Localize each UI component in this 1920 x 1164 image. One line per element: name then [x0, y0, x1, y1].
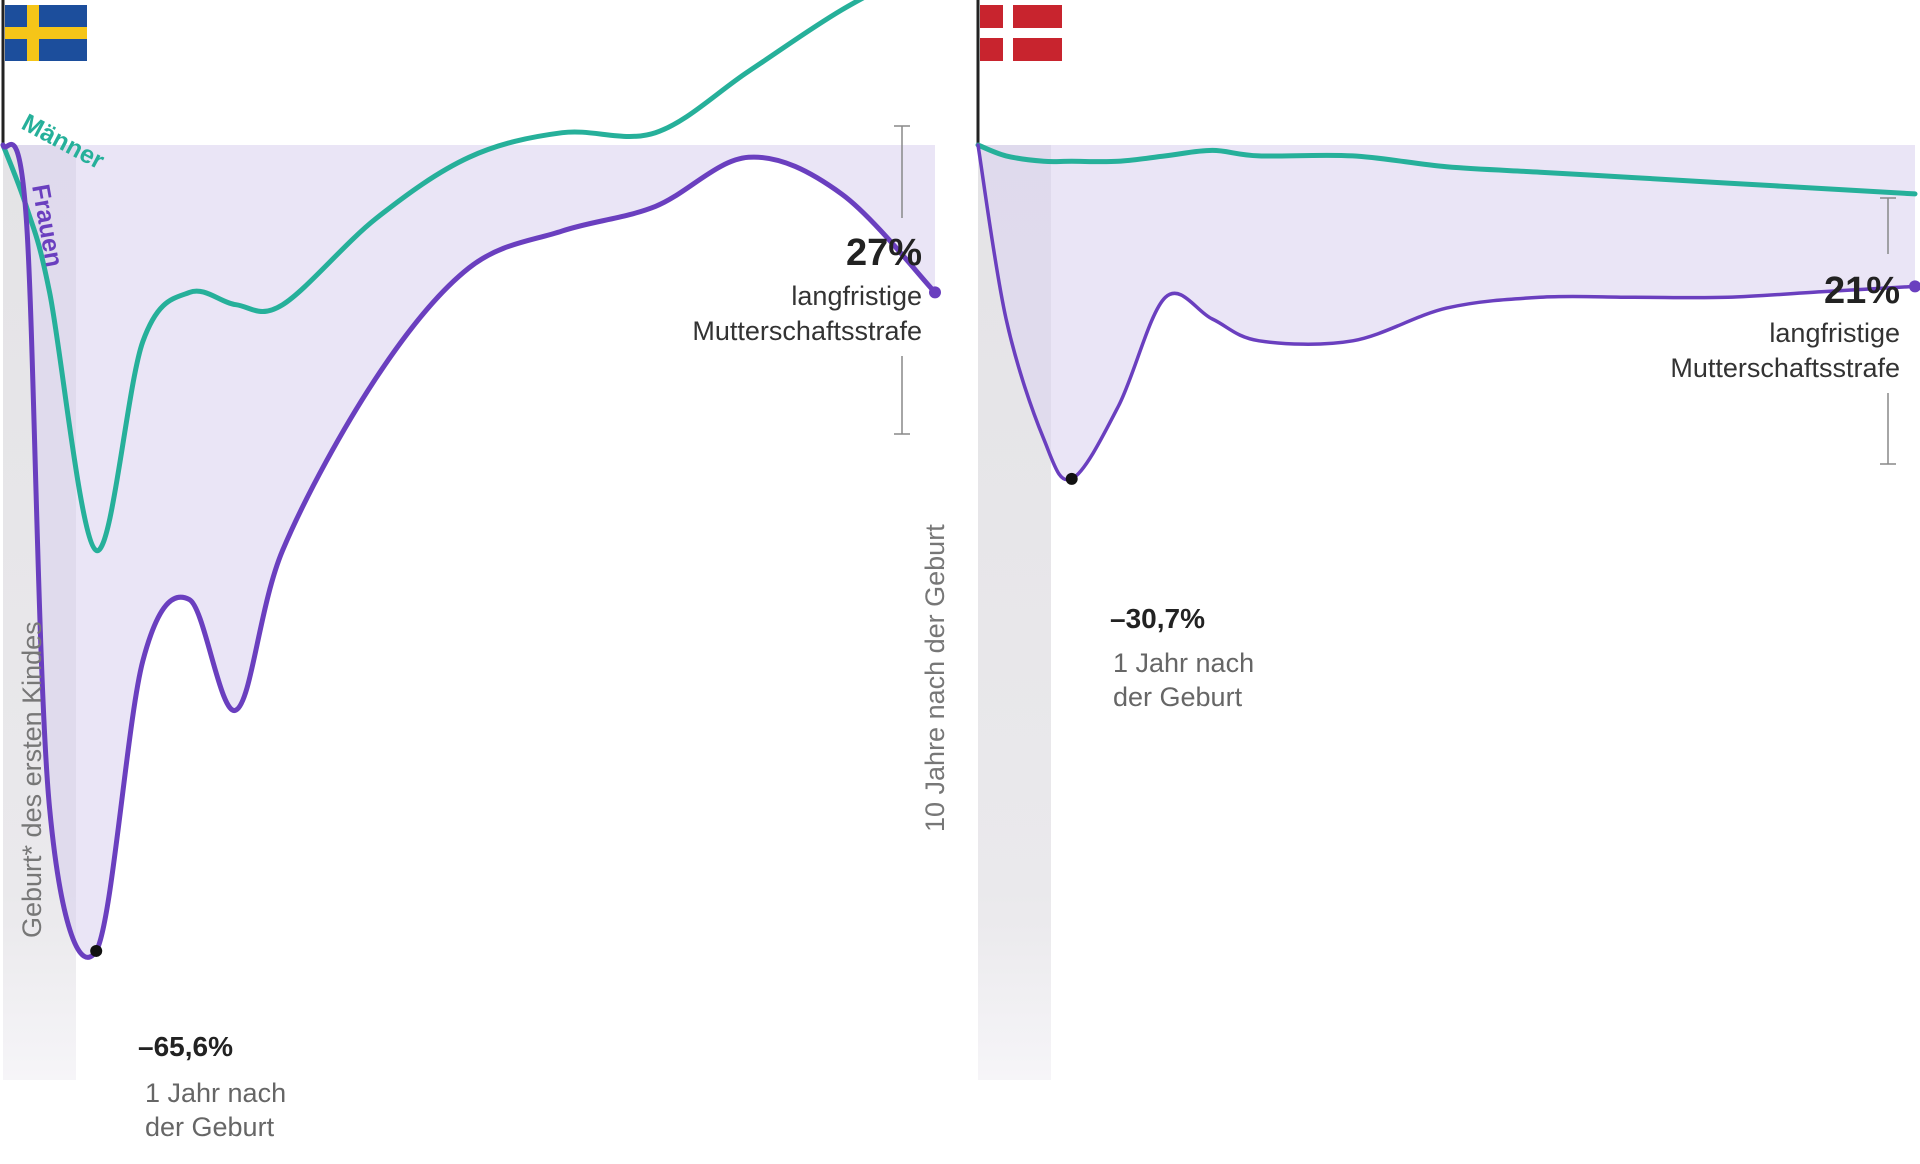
gap-bracket-sweden — [894, 125, 910, 435]
gap-value-sweden: 27% — [846, 232, 922, 274]
flag-denmark-icon — [980, 5, 1062, 61]
series-line-men-sweden — [0, 0, 865, 553]
gap-area-sweden — [3, 144, 935, 958]
birth-axis-label: Geburt* des ersten Kindes — [17, 621, 47, 938]
min-note-line2-sweden: der Geburt — [145, 1112, 275, 1142]
series-line-women-denmark — [976, 143, 1917, 482]
series-line-men-denmark — [975, 142, 1918, 197]
gap-label-line2-denmark: Mutterschaftsstrafe — [1670, 353, 1900, 383]
gap-value-denmark: 21% — [1824, 270, 1900, 312]
end-point-women-sweden — [929, 286, 941, 299]
gap-label-line1-sweden: langfristige — [791, 281, 922, 311]
min-point-denmark — [1065, 472, 1078, 485]
end-axis-label: 10 Jahre nach der Geburt — [920, 524, 950, 832]
gap-area-denmark — [978, 145, 1915, 480]
gap-bracket-denmark — [1880, 197, 1896, 465]
min-value-denmark: –30,7% — [1110, 603, 1205, 634]
panel-denmark: 21% langfristige Mutterschaftsstrafe –30… — [975, 0, 1920, 1080]
min-point-sweden — [90, 944, 103, 957]
series-line-women-sweden — [0, 141, 938, 960]
end-point-women-denmark — [1909, 280, 1920, 293]
gap-label-line1-denmark: langfristige — [1769, 318, 1900, 348]
min-note-line1-denmark: 1 Jahr nach — [1113, 648, 1254, 678]
birth-band-overlay-denmark — [978, 145, 1051, 1080]
min-note-line2-denmark: der Geburt — [1113, 682, 1243, 712]
min-note-line1-sweden: 1 Jahr nach — [145, 1078, 286, 1108]
min-value-sweden: –65,6% — [138, 1031, 233, 1062]
flag-sweden-icon — [5, 5, 87, 61]
gap-label-line2-sweden: Mutterschaftsstrafe — [692, 316, 922, 346]
panel-sweden: Männer Frauen Geburt* des ersten Kindes … — [0, 0, 950, 1142]
